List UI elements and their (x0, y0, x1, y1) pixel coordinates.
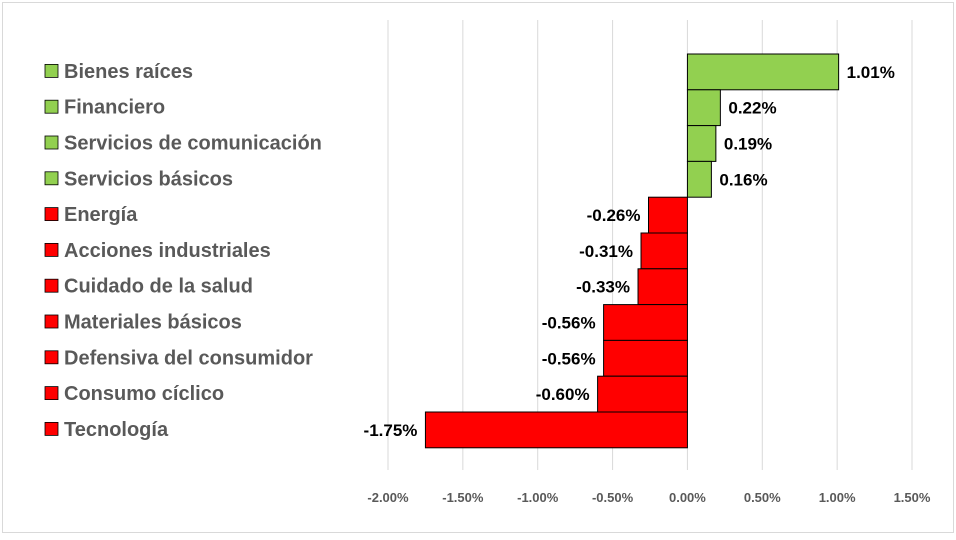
bar (686, 89, 721, 127)
category-label: Servicios básicos (64, 168, 233, 190)
data-label: 1.01% (847, 63, 895, 82)
bar (603, 339, 688, 377)
bar (424, 411, 688, 449)
data-label: -0.31% (579, 242, 633, 261)
data-label: 0.16% (719, 170, 767, 189)
legend-swatch (44, 171, 59, 186)
category-label: Cuidado de la salud (64, 276, 253, 298)
category-label: Energía (64, 204, 138, 226)
bar (640, 232, 688, 270)
data-label: 0.22% (728, 99, 776, 118)
category-label: Bienes raíces (64, 61, 193, 83)
bar (686, 53, 840, 91)
legend-swatch (44, 99, 59, 114)
bar (686, 125, 717, 162)
data-label: -0.56% (542, 314, 596, 333)
legend-swatch (44, 135, 59, 150)
x-tick-label: 0.00% (669, 490, 706, 505)
bars (424, 53, 840, 449)
legend-swatch (44, 64, 59, 78)
legend-swatch (44, 207, 59, 222)
category-legend: Bienes raíces Financiero Servicios de comu… (44, 61, 322, 441)
category-label: Defensiva del consumidor (64, 347, 313, 369)
data-label: -1.75% (364, 421, 418, 440)
category-label: Servicios de comunicación (64, 133, 322, 155)
bar (603, 304, 688, 341)
data-label: -0.56% (542, 349, 596, 368)
data-label: -0.26% (587, 206, 641, 225)
bar (648, 196, 688, 234)
x-tick-label: 0.50% (744, 490, 781, 505)
category-label: Financiero (64, 97, 165, 119)
legend-swatch (44, 314, 59, 329)
x-tick-label: 1.50% (894, 490, 931, 505)
data-label: -0.60% (536, 385, 590, 404)
x-tick-label: -1.00% (517, 490, 559, 505)
legend-swatch (44, 350, 59, 365)
legend-swatch (44, 421, 59, 436)
category-label: Acciones industriales (64, 240, 271, 262)
data-label: 0.19% (724, 135, 772, 154)
category-label: Tecnología (64, 419, 169, 441)
bar (686, 160, 712, 198)
category-label: Consumo cíclico (64, 383, 224, 405)
category-label: Materiales básicos (64, 312, 242, 334)
x-tick-label: -2.00% (367, 490, 409, 505)
legend-swatch (44, 278, 59, 293)
bar (637, 268, 688, 306)
data-label: -0.33% (576, 278, 630, 297)
data-labels: 1.01% 0.22% 0.19% 0.16% -0.26% -0.31% -0.33% -0… (364, 63, 895, 440)
legend-swatch (44, 242, 59, 257)
legend-swatch (44, 386, 59, 401)
x-axis-ticks: -2.00% -1.50% -1.00% -0.50% 0.00% 0.50% 1.00% 1… (367, 490, 930, 505)
bar (597, 375, 688, 413)
x-tick-label: -1.50% (442, 490, 484, 505)
x-tick-label: -0.50% (592, 490, 634, 505)
x-tick-label: 1.00% (819, 490, 856, 505)
